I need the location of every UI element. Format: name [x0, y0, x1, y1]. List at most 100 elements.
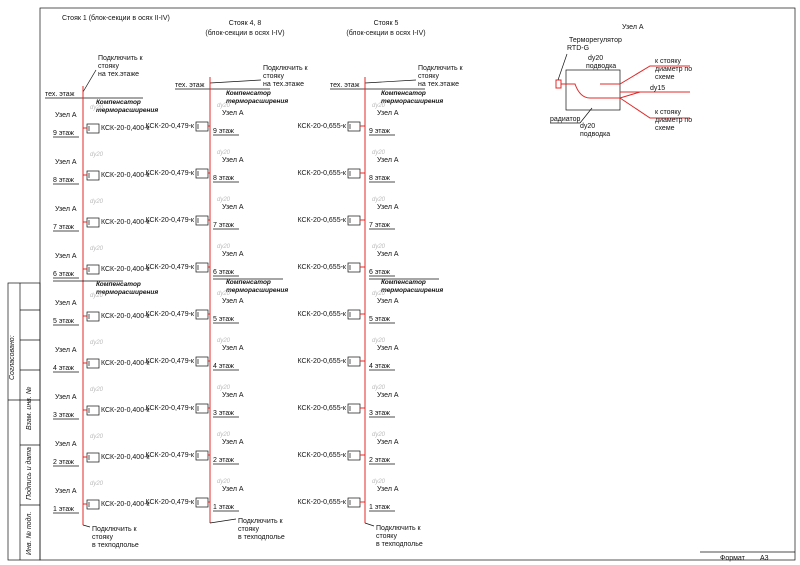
line: [209, 518, 237, 524]
node-label: Узел А: [222, 345, 244, 352]
node-label: Узел А: [377, 486, 399, 493]
connect-note: Подключить к: [376, 525, 422, 532]
line: [82, 69, 97, 93]
connect-note: стояку: [238, 526, 259, 533]
riser-label: диаметр по: [655, 117, 692, 124]
connect-note: Подключить к: [263, 65, 309, 72]
floor-label: 7 этаж: [213, 222, 234, 229]
device-label: КСК-20-0,400-к: [101, 454, 150, 461]
compensator: терморасширения: [381, 98, 443, 105]
node-label: Узел А: [222, 204, 244, 211]
device-label: КСК-20-0,655-к: [298, 452, 347, 459]
node-label: Узел А: [377, 204, 399, 211]
pipe-label: dy20: [217, 338, 231, 344]
pipe-label: dy20: [217, 244, 231, 250]
floor-label: 3 этаж: [213, 410, 234, 417]
pipe-label: dy20: [372, 338, 386, 344]
pipe-label: dy20: [372, 291, 386, 297]
riser-label: диаметр по: [655, 66, 692, 73]
connect-note: в техподполье: [238, 534, 285, 541]
connect-note: в техподполье: [92, 542, 139, 549]
pipe-label: dy20: [90, 481, 104, 487]
node-label: Узел А: [55, 112, 77, 119]
stamp-label: Взам. инв. №: [26, 386, 33, 430]
device-label: КСК-20-0,479-к: [146, 123, 195, 130]
dy15-label: dy15: [650, 85, 665, 92]
floor-label: 9 этаж: [369, 128, 390, 135]
pipe-label: dy20: [90, 246, 104, 252]
node-label: Узел А: [55, 488, 77, 495]
line: [209, 79, 262, 84]
node-label: Узел А: [377, 110, 399, 117]
floor-label: 3 этаж: [53, 412, 74, 419]
connect-note: стояку: [92, 534, 113, 541]
floor-label: 6 этаж: [369, 269, 390, 276]
connect-note: стояку: [98, 63, 119, 70]
format-label: Формат: [720, 555, 746, 562]
riser-title: Стояк 1 (блок-секции в осях II-IV): [62, 14, 170, 22]
device-label: КСК-20-0,400-к: [101, 266, 150, 273]
riser-label: схеме: [655, 125, 675, 132]
return-pipe: [619, 97, 690, 119]
pipe-label: dy20: [90, 293, 104, 299]
pipe-label: dy20: [217, 103, 231, 109]
floor-label: 5 этаж: [369, 316, 390, 323]
floor-label: 6 этаж: [53, 271, 74, 278]
device-label: КСК-20-0,655-к: [298, 358, 347, 365]
floor-label: 5 этаж: [53, 318, 74, 325]
node-label: Узел А: [222, 251, 244, 258]
connect-note: Подключить к: [92, 526, 138, 533]
node-label: Узел А: [55, 253, 77, 260]
pipe-label: dy20: [90, 152, 104, 158]
node-label: Узел А: [377, 392, 399, 399]
node-label: Узел А: [222, 486, 244, 493]
floor-label: 5 этаж: [213, 316, 234, 323]
supply-label: dy20: [580, 123, 595, 130]
floor-label: 4 этаж: [369, 363, 390, 370]
supply-pipe: [600, 65, 690, 85]
floor-label: 1 этаж: [369, 504, 390, 511]
device-label: КСК-20-0,400-к: [101, 501, 150, 508]
floor-label: 8 этаж: [53, 177, 74, 184]
pipe-label: dy20: [217, 385, 231, 391]
pipe-label: dy20: [90, 105, 104, 111]
node-label: Узел А: [377, 439, 399, 446]
device-label: КСК-20-0,655-к: [298, 499, 347, 506]
connect-note: на тех.этаже: [263, 81, 304, 88]
pipe-label: dy20: [372, 385, 386, 391]
device-label: КСК-20-0,655-к: [298, 217, 347, 224]
riser-title: Стояк 5: [374, 20, 399, 27]
connect-note: стояку: [418, 73, 439, 80]
compensator: терморасширения: [96, 289, 158, 296]
compensator: терморасширения: [381, 287, 443, 294]
floor-label: 7 этаж: [53, 224, 74, 231]
device-label: КСК-20-0,400-к: [101, 407, 150, 414]
pipe-label: dy20: [372, 197, 386, 203]
floor-label: 2 этаж: [369, 457, 390, 464]
pipe-label: dy20: [217, 432, 231, 438]
format-value: А3: [760, 555, 769, 562]
riser-subtitle: (блок-секции в осях I-IV): [205, 29, 284, 37]
device-label: КСК-20-0,655-к: [298, 405, 347, 412]
pipe-label: dy20: [217, 150, 231, 156]
floor-label: 3 этаж: [369, 410, 390, 417]
floor-label: 8 этаж: [369, 175, 390, 182]
pipe-label: dy20: [372, 103, 386, 109]
riser-label: к стояку: [655, 58, 681, 65]
compensator: Компенсатор: [226, 279, 271, 286]
pipe-label: dy20: [90, 340, 104, 346]
floor-label: 8 этаж: [213, 175, 234, 182]
regulator-label: Терморегулятор: [569, 37, 622, 44]
stamp-frame: [7, 282, 41, 561]
line: [557, 53, 568, 81]
device-label: КСК-20-0,479-к: [146, 358, 195, 365]
floor-label: 4 этаж: [213, 363, 234, 370]
node-label: Узел А: [222, 439, 244, 446]
stamp-label: Подпись и дата: [25, 447, 33, 500]
device-label: КСК-20-0,479-к: [146, 264, 195, 271]
compensator: Компенсатор: [381, 90, 426, 97]
pipe-label: dy20: [372, 150, 386, 156]
floor-label: 1 этаж: [53, 506, 74, 513]
node-label: Узел А: [222, 298, 244, 305]
